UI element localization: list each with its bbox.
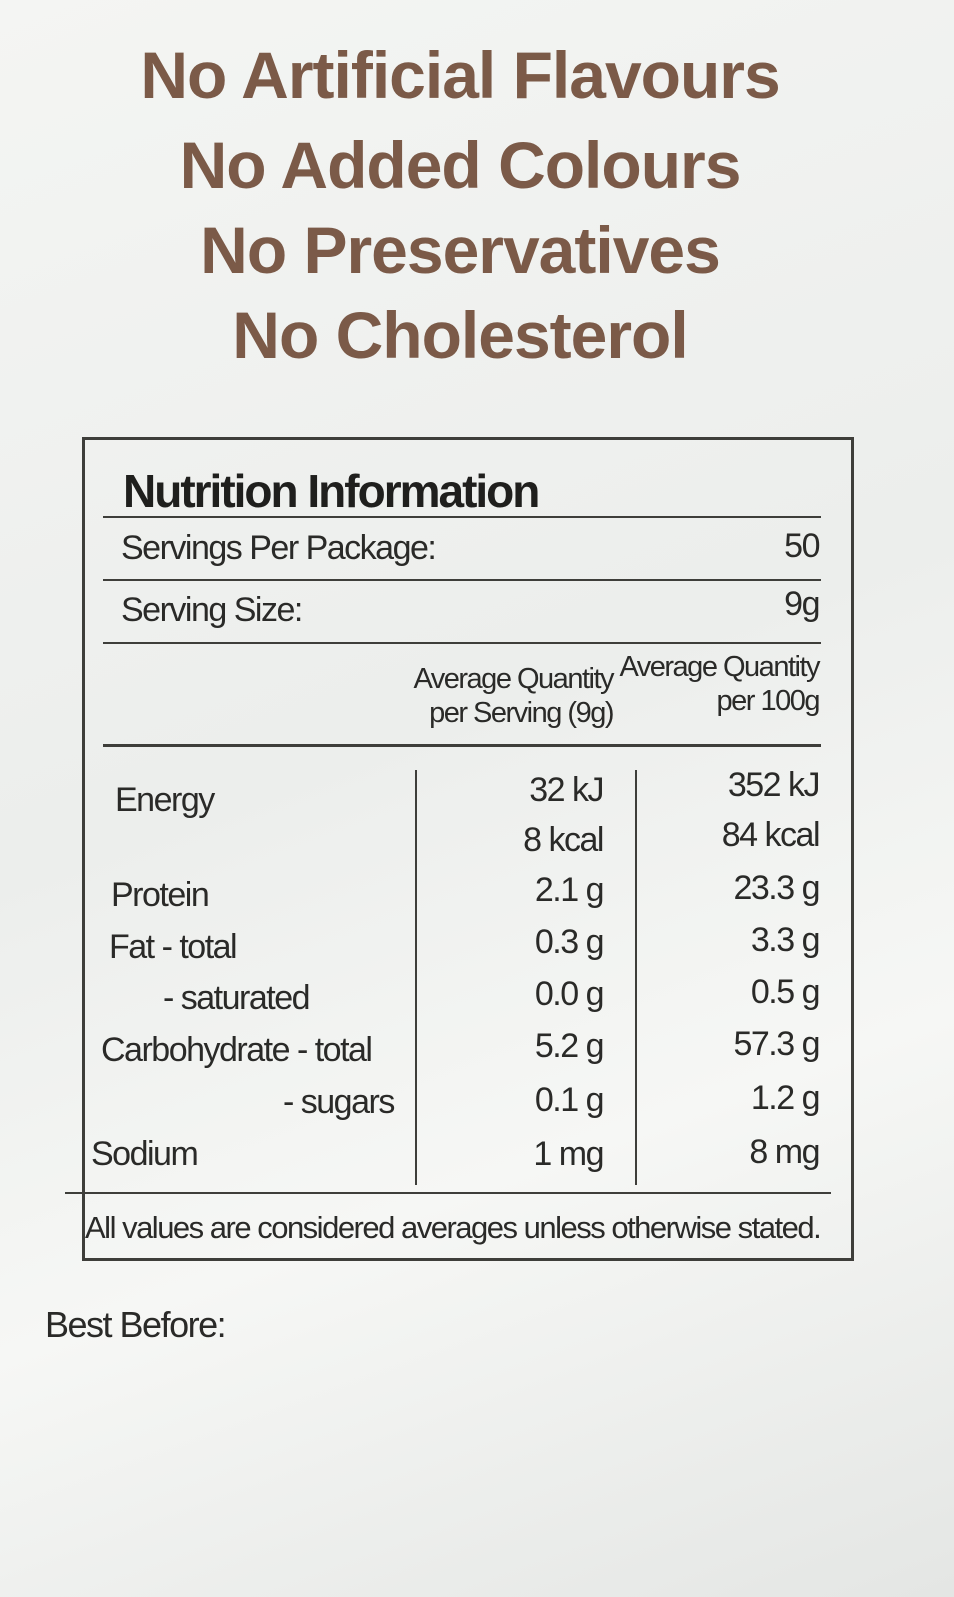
- column-header: Average Quantity per Serving (9g): [413, 662, 614, 730]
- claim: No Artificial Flavours: [140, 38, 780, 112]
- per-serving: 2.1 g: [534, 871, 605, 909]
- nutrient: Fat - total: [109, 928, 238, 966]
- nutrient: Energy: [115, 781, 215, 819]
- row-label: Serving Size:: [121, 591, 303, 629]
- column-rule: [635, 770, 637, 1185]
- per-100g: 3.3 g: [750, 921, 821, 959]
- claim: No Cholesterol: [232, 298, 688, 372]
- row-value: 9g: [784, 585, 820, 623]
- footnote: All values are considered averages unles…: [85, 1210, 822, 1245]
- per-serving: 8 kcal: [523, 821, 604, 859]
- header-line: per Serving (9g): [429, 697, 614, 729]
- column-rule: [415, 770, 417, 1185]
- panel-title: Nutrition Information: [123, 465, 540, 517]
- per-100g: 84 kcal: [721, 816, 821, 854]
- per-serving: 0.1 g: [534, 1081, 605, 1119]
- rule: [103, 579, 821, 581]
- best-before: Best Before:: [45, 1304, 227, 1345]
- row-label: Servings Per Package:: [121, 529, 437, 567]
- per-serving: 0.3 g: [534, 923, 605, 961]
- per-100g: 352 kJ: [727, 766, 821, 804]
- per-serving: 5.2 g: [534, 1027, 605, 1065]
- nutrient: Carbohydrate - total: [101, 1031, 373, 1069]
- nutrition-panel: Nutrition Information Servings Per Packa…: [65, 437, 854, 1261]
- per-serving: 0.0 g: [534, 975, 605, 1013]
- per-100g: 0.5 g: [750, 973, 821, 1011]
- rule: [103, 516, 821, 518]
- header-line: Average Quantity: [413, 663, 614, 695]
- per-serving: 32 kJ: [529, 771, 604, 809]
- rule: [103, 642, 821, 644]
- per-100g: 57.3 g: [733, 1025, 820, 1063]
- per-100g: 8 mg: [749, 1133, 820, 1171]
- header-line: Average Quantity: [619, 651, 820, 683]
- nutrient: Sodium: [91, 1135, 199, 1173]
- nutrient: Protein: [111, 876, 210, 914]
- rule: [103, 744, 821, 747]
- per-100g: 23.3 g: [733, 869, 820, 907]
- claim: No Preservatives: [200, 213, 721, 287]
- per-serving: 1 mg: [533, 1135, 604, 1173]
- claim: No Added Colours: [179, 128, 742, 202]
- nutrient: - sugars: [283, 1083, 395, 1121]
- rule: [65, 1192, 831, 1194]
- column-header: Average Quantity per 100g: [619, 650, 821, 718]
- header-line: per 100g: [716, 685, 821, 717]
- row-value: 50: [784, 527, 820, 565]
- per-100g: 1.2 g: [750, 1079, 821, 1117]
- nutrient: - saturated: [163, 979, 311, 1017]
